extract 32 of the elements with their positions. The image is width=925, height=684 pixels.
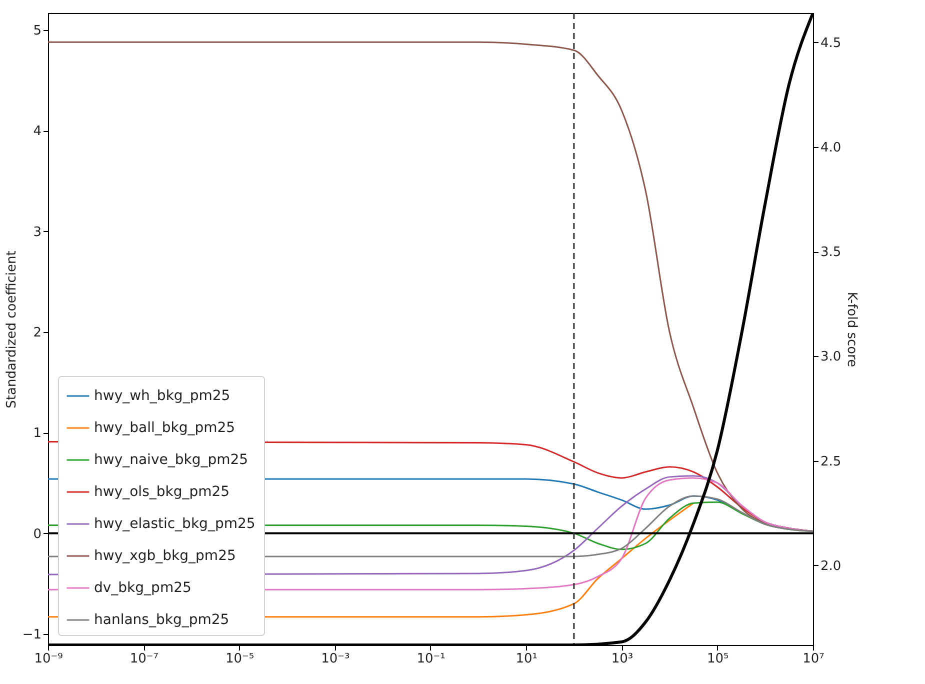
x-tick-label: 10⁻⁹ [34,652,63,666]
y-tick-label: 2 [33,326,42,341]
y2-tick-label: 3.5 [820,245,842,260]
legend-label: hwy_wh_bkg_pm25 [94,388,230,404]
y2-tick-label: 2.0 [820,558,842,574]
y2-tick-label: 3.0 [820,350,842,365]
x-tick-label: 10⁻⁵ [225,652,254,666]
y-tick-label: 4 [33,124,42,140]
legend-label: dv_bkg_pm25 [94,580,192,596]
y-tick-label: 5 [33,24,42,39]
legend-label: hwy_naive_bkg_pm25 [94,452,248,468]
legend-label: hwy_ball_bkg_pm25 [94,420,236,436]
y-tick-label: −1 [22,627,42,642]
x-tick-label: 10⁻³ [321,652,350,666]
x-tick-label: 10⁻¹ [416,652,446,666]
legend-label: hwy_elastic_bkg_pm25 [94,516,256,532]
y-tick-label: 1 [33,426,42,442]
y2-tick-label: 4.5 [820,36,842,51]
legend-label: hanlans_bkg_pm25 [94,612,230,628]
x-tick-label: 10⁷ [802,652,824,666]
x-tick-label: 10¹ [516,652,538,666]
y-axis-title: Standardized coefficient [4,250,20,408]
y-tick-label: 3 [33,224,42,240]
y-tick-label: 0 [33,526,42,542]
y2-axis-title: K-fold score [844,292,860,368]
legend-label: hwy_xgb_bkg_pm25 [94,548,236,564]
y2-tick-label: 4.0 [820,140,842,156]
legend-label: hwy_ols_bkg_pm25 [94,484,230,500]
x-tick-label: 10⁵ [706,652,729,666]
x-tick-label: 10⁻⁷ [130,652,158,666]
y2-tick-label: 2.5 [820,454,842,470]
x-tick-label: 10³ [611,652,634,666]
